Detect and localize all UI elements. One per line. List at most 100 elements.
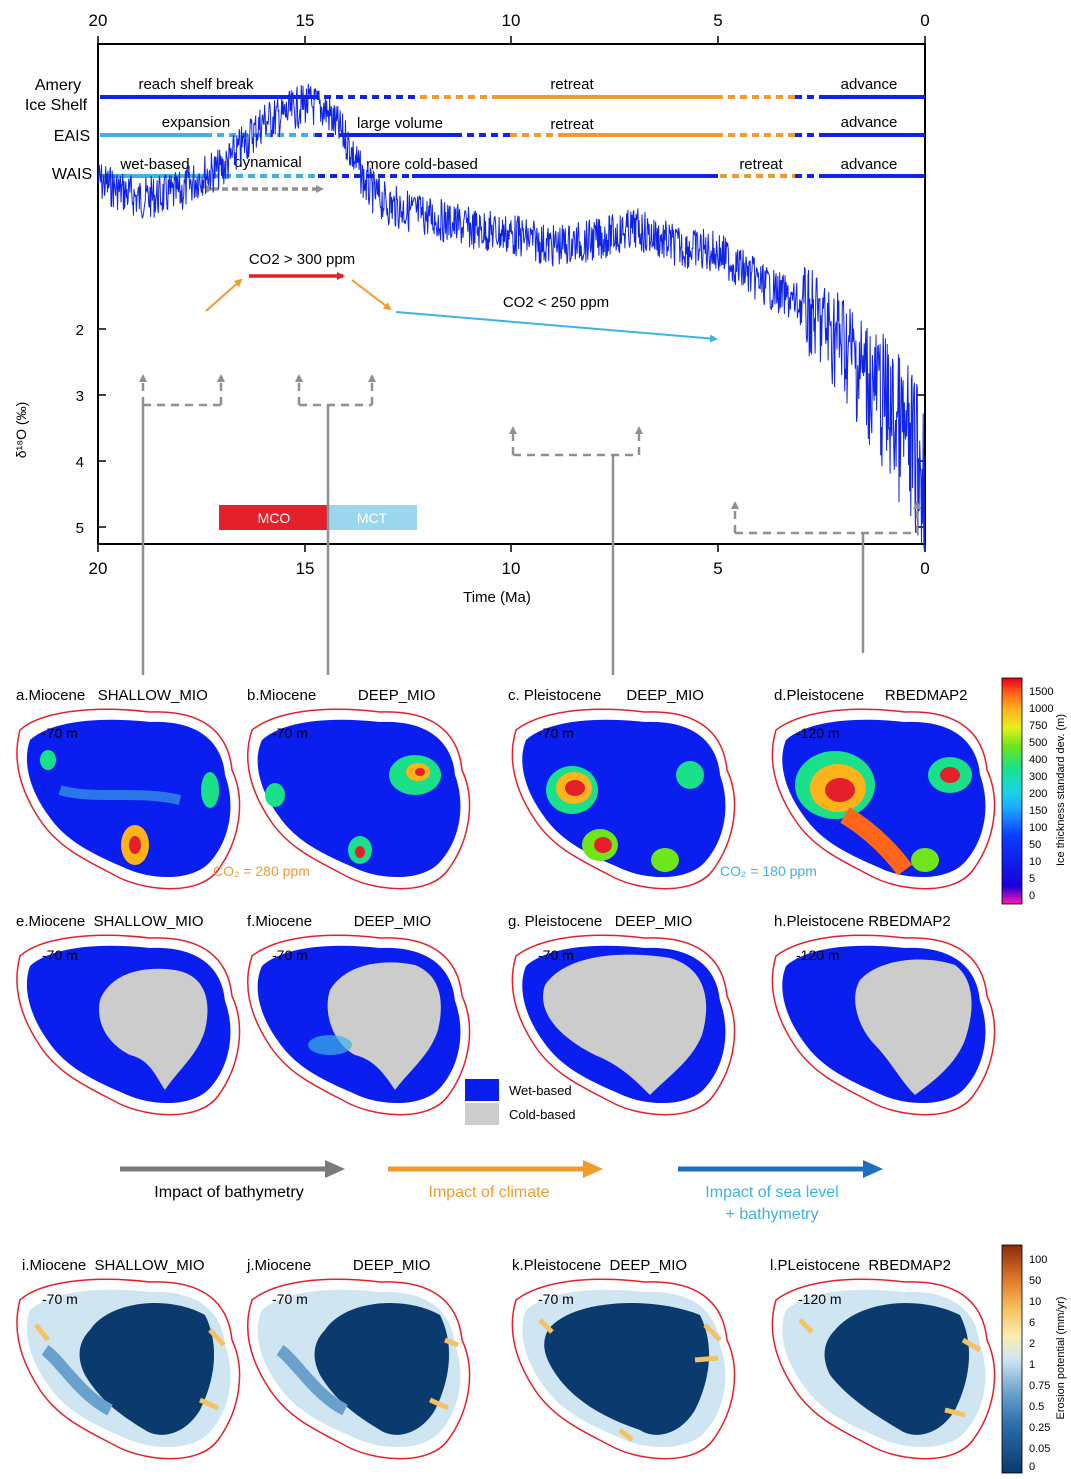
map-i: -70 m: [16, 1278, 241, 1460]
panel-c-title: c. Pleistocene DEEP_MIO: [508, 687, 704, 704]
panel-e-depth: -70 m: [42, 947, 78, 963]
legend-wet-label: Wet-based: [509, 1083, 572, 1098]
map-g: -70 m: [511, 934, 736, 1116]
top-tick-20: 20: [89, 11, 108, 30]
erosion-colorbar-ticks: 100 50 10 6 2 1 0.75 0.5 0.25 0.05 0: [1029, 1254, 1050, 1473]
timeline-panel: 20 15 10 5 0 20 15 10 5 0 Time (Ma) 2 3 …: [13, 11, 930, 675]
wais-phase-cold-based: more cold-based: [366, 156, 478, 173]
thickness-tick-750: 750: [1029, 720, 1047, 732]
co2-180-label: CO₂ = 180 ppm: [720, 863, 817, 879]
row-amery-name-2: Ice Shelf: [25, 97, 88, 114]
amery-phase-advance: advance: [841, 76, 898, 93]
thickness-row: a.Miocene SHALLOW_MIO b.Miocene DEEP_MIO…: [16, 677, 1067, 905]
bottom-tick-5: 5: [713, 559, 722, 578]
x-axis-label: Time (Ma): [463, 589, 531, 606]
wais-phase-wet-based: wet-based: [119, 156, 189, 173]
thickness-colorbar: [1001, 677, 1023, 905]
co2-fall-arrow: [351, 279, 392, 311]
co2-high-label: CO2 > 300 ppm: [249, 251, 355, 268]
erosion-tick-6: 6: [1029, 1317, 1035, 1329]
amery-phase-retreat: retreat: [550, 76, 594, 93]
thickness-tick-10: 10: [1029, 856, 1041, 868]
mct-box: [328, 505, 417, 530]
eais-phase-large-volume: large volume: [357, 115, 443, 132]
eais-phase-retreat: retreat: [550, 116, 594, 133]
map-h: -120 m: [771, 934, 996, 1116]
panel-j-depth: -70 m: [272, 1291, 308, 1307]
erosion-tick-10: 10: [1029, 1296, 1041, 1308]
erosion-tick-50: 50: [1029, 1275, 1041, 1287]
panel-g-depth: -70 m: [538, 947, 574, 963]
panel-a-title: a.Miocene SHALLOW_MIO: [16, 687, 208, 704]
erosion-colorbar: [1001, 1244, 1023, 1474]
basal-row: e.Miocene SHALLOW_MIO f.Miocene DEEP_MIO…: [16, 913, 996, 1125]
panel-f-title: f.Miocene DEEP_MIO: [247, 913, 431, 930]
impact-sealevel-label-1: Impact of sea level: [705, 1184, 838, 1201]
bottom-tick-10: 10: [502, 559, 521, 578]
delta18o-series-line: [97, 83, 926, 551]
panel-k-title: k.Pleistocene DEEP_MIO: [512, 1257, 687, 1274]
co2-280-label: CO₂ = 280 ppm: [213, 863, 310, 879]
thickness-tick-300: 300: [1029, 771, 1047, 783]
wais-phase-dynamical: dynamical: [234, 154, 302, 171]
top-axis-ticks: [97, 36, 926, 44]
eais-phase-expansion: expansion: [162, 114, 230, 131]
mco-box: [219, 505, 328, 530]
row-amery-name-1: Amery: [35, 77, 81, 94]
panel-h-title: h.Pleistocene RBEDMAP2: [774, 913, 951, 930]
bottom-tick-0: 0: [920, 559, 929, 578]
map-j: -70 m: [246, 1278, 471, 1460]
thickness-tick-1500: 1500: [1029, 686, 1053, 698]
panel-b-depth: -70 m: [272, 725, 308, 741]
legend-cold-label: Cold-based: [509, 1107, 576, 1122]
impact-sealevel-label-2: + bathymetry: [726, 1206, 819, 1223]
co2-low-label: CO2 < 250 ppm: [503, 294, 609, 311]
thickness-tick-5: 5: [1029, 873, 1035, 885]
thickness-colorbar-label: Ice thickness standard dev. (m): [1055, 714, 1067, 866]
connector-lines: [141, 405, 865, 675]
thickness-tick-0: 0: [1029, 890, 1035, 902]
panel-f-depth: -70 m: [272, 947, 308, 963]
erosion-tick-2: 2: [1029, 1338, 1035, 1350]
panel-h-depth: -120 m: [796, 947, 840, 963]
y-tick-3: 3: [76, 388, 84, 405]
map-c: -70 m: [511, 708, 736, 890]
wais-phase-retreat: retreat: [739, 156, 783, 173]
legend-cold-swatch: [465, 1103, 499, 1125]
mco-label: MCO: [258, 510, 291, 526]
y-tick-4: 4: [76, 454, 84, 471]
panel-k-depth: -70 m: [538, 1291, 574, 1307]
bottom-tick-15: 15: [296, 559, 315, 578]
erosion-tick-0.75: 0.75: [1029, 1380, 1050, 1392]
erosion-tick-0.05: 0.05: [1029, 1443, 1050, 1455]
thickness-tick-100: 100: [1029, 822, 1047, 834]
top-tick-5: 5: [713, 11, 722, 30]
top-tick-15: 15: [296, 11, 315, 30]
erosion-tick-1: 1: [1029, 1359, 1035, 1371]
y-tick-5: 5: [76, 520, 84, 537]
panel-d-title: d.Pleistocene RBEDMAP2: [774, 687, 967, 704]
map-d: -120 m: [771, 708, 996, 890]
map-l: -120 m: [771, 1278, 996, 1460]
y-axis-label: δ¹⁸O (‰): [13, 402, 29, 458]
top-tick-10: 10: [502, 11, 521, 30]
panel-j-title: j.Miocene DEEP_MIO: [246, 1257, 430, 1274]
panel-l-depth: -120 m: [798, 1291, 842, 1307]
erosion-tick-0: 0: [1029, 1461, 1035, 1473]
thickness-tick-150: 150: [1029, 805, 1047, 817]
amery-phase-reach: reach shelf break: [138, 76, 254, 93]
thickness-colorbar-ticks: 1500 1000 750 500 400 300 200 150 100 50…: [1029, 686, 1053, 902]
panel-g-title: g. Pleistocene DEEP_MIO: [508, 913, 692, 930]
map-a: -70 m: [16, 708, 241, 890]
map-f: -70 m: [246, 934, 471, 1116]
impact-bathymetry-label: Impact of bathymetry: [154, 1184, 303, 1201]
thickness-tick-50: 50: [1029, 839, 1041, 851]
wais-phase-advance: advance: [841, 156, 898, 173]
y-axis-ticks: [98, 328, 925, 528]
erosion-tick-100: 100: [1029, 1254, 1047, 1266]
y-tick-2: 2: [76, 322, 84, 339]
thickness-tick-1000: 1000: [1029, 703, 1053, 715]
row-wais-name: WAIS: [52, 166, 92, 183]
panel-c-depth: -70 m: [538, 725, 574, 741]
panel-a-depth: -70 m: [42, 725, 78, 741]
